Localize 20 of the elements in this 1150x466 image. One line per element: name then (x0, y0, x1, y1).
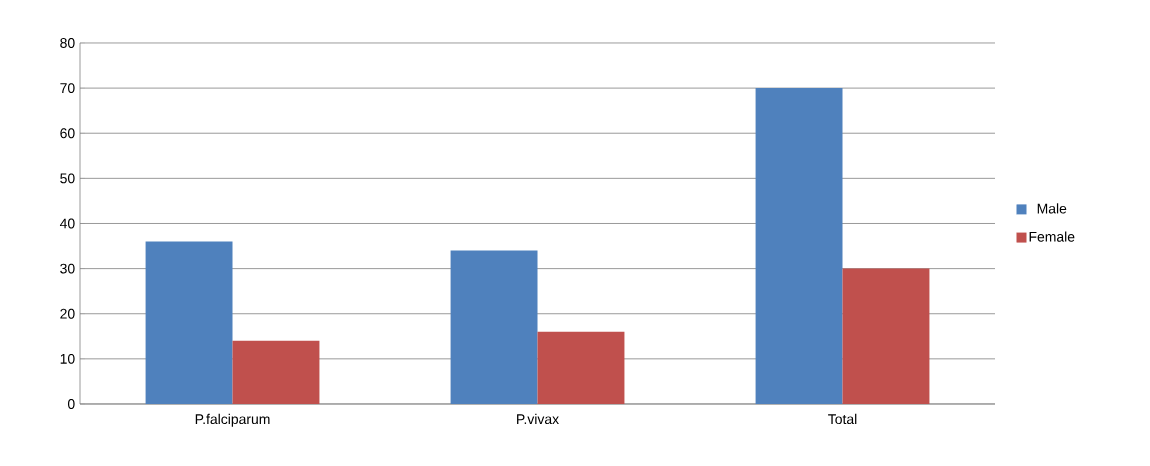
y-tick-label: 0 (67, 399, 75, 409)
x-tick-label: P.falciparum (195, 413, 270, 427)
bar (755, 88, 843, 404)
bar (232, 340, 320, 404)
y-tick-label: 50 (60, 173, 75, 184)
x-tick-label: P.vivax (517, 413, 559, 425)
y-tick-label: 10 (60, 353, 75, 364)
x-tick-label: Total (828, 413, 857, 425)
bar (537, 331, 625, 404)
y-tick-label: 60 (60, 128, 75, 139)
legend-label: Male (1037, 203, 1067, 214)
y-tick-label: 30 (60, 263, 75, 274)
y-tick-label: 80 (60, 38, 75, 48)
y-tick-label: 20 (60, 308, 75, 319)
legend-label: Female (1029, 231, 1075, 242)
y-tick-label: 40 (59, 218, 75, 229)
y-tick-label: 70 (60, 83, 75, 94)
bar (842, 268, 930, 404)
bar (450, 250, 538, 404)
bar (145, 241, 233, 404)
